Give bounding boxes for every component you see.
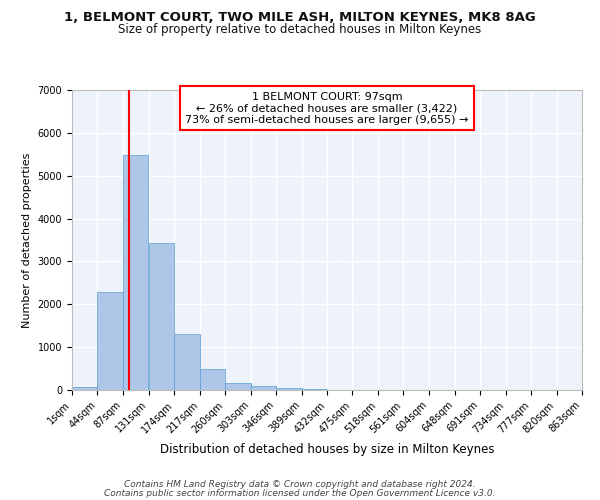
Bar bbox=[276, 388, 302, 390]
Bar bbox=[72, 386, 97, 390]
Text: 1 BELMONT COURT: 97sqm
← 26% of detached houses are smaller (3,422)
73% of semi-: 1 BELMONT COURT: 97sqm ← 26% of detached… bbox=[185, 92, 469, 124]
Bar bbox=[302, 389, 327, 390]
X-axis label: Distribution of detached houses by size in Milton Keynes: Distribution of detached houses by size … bbox=[160, 443, 494, 456]
Bar bbox=[225, 382, 251, 390]
Bar bbox=[149, 242, 175, 390]
Bar bbox=[251, 386, 276, 390]
Text: Size of property relative to detached houses in Milton Keynes: Size of property relative to detached ho… bbox=[118, 22, 482, 36]
Y-axis label: Number of detached properties: Number of detached properties bbox=[22, 152, 32, 328]
Text: Contains public sector information licensed under the Open Government Licence v3: Contains public sector information licen… bbox=[104, 488, 496, 498]
Text: Contains HM Land Registry data © Crown copyright and database right 2024.: Contains HM Land Registry data © Crown c… bbox=[124, 480, 476, 489]
Bar bbox=[97, 292, 123, 390]
Text: 1, BELMONT COURT, TWO MILE ASH, MILTON KEYNES, MK8 8AG: 1, BELMONT COURT, TWO MILE ASH, MILTON K… bbox=[64, 11, 536, 24]
Bar bbox=[200, 370, 225, 390]
Bar bbox=[175, 334, 200, 390]
Bar bbox=[123, 155, 148, 390]
